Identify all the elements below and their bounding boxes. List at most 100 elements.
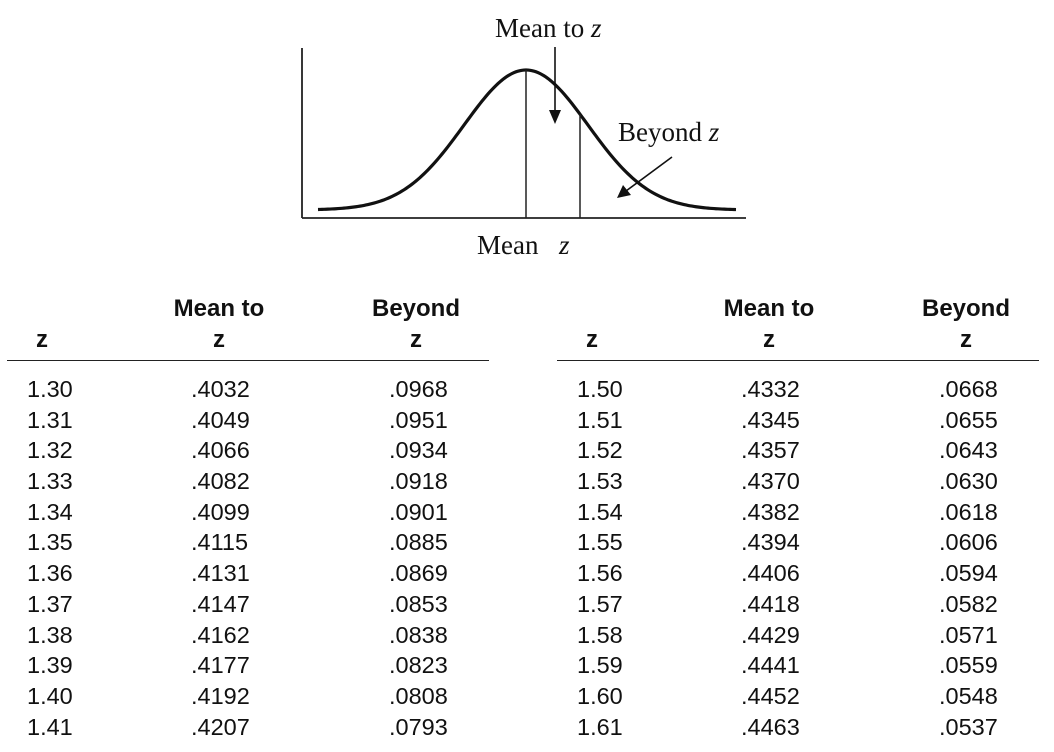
table-body: 1.30 .4032 .0968 1.31 .4049 .0951 1.32 .4066 .09…: [7, 361, 489, 742]
z-value: 1.37: [27, 590, 73, 617]
z-value: 1.50: [577, 376, 623, 402]
beyond-z-value: .0968: [389, 376, 448, 402]
beyond-z-value: .0951: [389, 406, 448, 433]
z-value: 1.41: [27, 713, 73, 740]
beyond-z-value: .0643: [939, 437, 998, 464]
table-body: 1.50 .4332 .0668 1.51 .4345 .0655 1.52 .4357 .06…: [557, 361, 1039, 742]
table-row: 1.38 .4162 .0838: [7, 620, 489, 651]
table-row: 1.51 .4345 .0655: [557, 405, 1039, 436]
beyond-z-value: .0630: [939, 468, 998, 495]
mean-to-z-value: .4082: [191, 468, 250, 495]
mean-to-z-value: .4406: [741, 560, 800, 587]
mean-to-z-value: .4452: [741, 682, 800, 709]
beyond-z-arrow: [625, 156, 673, 192]
mean-to-z-value: .4192: [191, 682, 250, 709]
z-value: 1.30: [27, 376, 73, 402]
table-row: 1.57 .4418 .0582: [557, 589, 1039, 620]
table-row: 1.35 .4115 .0885: [7, 527, 489, 558]
table-row: 1.39 .4177 .0823: [7, 650, 489, 681]
mean-to-z-value: .4332: [741, 376, 800, 402]
beyond-z-value: .0934: [389, 437, 448, 464]
column-header-z: z: [36, 326, 48, 353]
z-value: 1.32: [27, 437, 73, 464]
beyond-z-value: .0559: [939, 652, 998, 679]
table-row: 1.56 .4406 .0594: [557, 558, 1039, 589]
table-row: 1.37 .4147 .0853: [7, 589, 489, 620]
mean-to-z-value: .4049: [191, 406, 250, 433]
z-value: 1.40: [27, 682, 73, 709]
table-row: 1.33 .4082 .0918: [7, 466, 489, 497]
z-value: 1.31: [27, 406, 73, 433]
table-row: 1.58 .4429 .0571: [557, 620, 1039, 651]
mean-to-z-value: .4131: [191, 560, 250, 587]
beyond-z-value: .0823: [389, 652, 448, 679]
table-row: 1.30 .4032 .0968: [7, 374, 489, 405]
z-axis-label: z: [559, 230, 570, 260]
normal-curve: [317, 68, 737, 212]
z-value: 1.56: [577, 560, 623, 587]
mean-to-z-value: .4345: [741, 406, 800, 433]
beyond-z-value: .0918: [389, 468, 448, 495]
table-row: 1.41 .4207 .0793: [7, 712, 489, 743]
z-value: 1.38: [27, 621, 73, 648]
mean-to-z-value: .4162: [191, 621, 250, 648]
table-row: 1.59 .4441 .0559: [557, 650, 1039, 681]
mean-to-z-value: .4429: [741, 621, 800, 648]
table-row: 1.32 .4066 .0934: [7, 435, 489, 466]
table-row: 1.31 .4049 .0951: [7, 405, 489, 436]
beyond-z-value: .0606: [939, 529, 998, 556]
beyond-z-value: .0869: [389, 560, 448, 587]
beyond-z-value: .0655: [939, 406, 998, 433]
mean-to-z-label: Mean to z: [495, 13, 602, 43]
z-value: 1.35: [27, 529, 73, 556]
mean-to-z-value: .4207: [191, 713, 250, 740]
beyond-z-value: .0571: [939, 621, 998, 648]
table-row: 1.34 .4099 .0901: [7, 497, 489, 528]
mean-to-z-value: .4032: [191, 376, 250, 402]
table-row: 1.40 .4192 .0808: [7, 681, 489, 712]
z-value: 1.55: [577, 529, 623, 556]
z-value: 1.59: [577, 652, 623, 679]
beyond-z-value: .0901: [389, 498, 448, 525]
mean-axis-label: Mean: [477, 230, 539, 260]
column-header-beyond-z: Beyond z: [921, 295, 1010, 353]
z-value: 1.39: [27, 652, 73, 679]
mean-to-z-value: .4357: [741, 437, 800, 464]
mean-to-z-value: .4177: [191, 652, 250, 679]
mean-to-z-value: .4394: [741, 529, 800, 556]
mean-to-z-value: .4441: [741, 652, 800, 679]
column-header-mean-to-z: Mean to z: [723, 295, 815, 353]
z-value: 1.57: [577, 590, 623, 617]
z-value: 1.36: [27, 560, 73, 587]
beyond-z-arrowhead: [617, 185, 631, 198]
beyond-z-value: .0668: [939, 376, 998, 402]
z-value: 1.58: [577, 621, 623, 648]
table-row: 1.53 .4370 .0630: [557, 466, 1039, 497]
z-value: 1.33: [27, 468, 73, 495]
table-row: 1.52 .4357 .0643: [557, 435, 1039, 466]
table-row: 1.54 .4382 .0618: [557, 497, 1039, 528]
table-row: 1.61 .4463 .0537: [557, 712, 1039, 743]
mean-to-z-value: .4147: [191, 590, 250, 617]
beyond-z-value: .0618: [939, 498, 998, 525]
beyond-z-value: .0885: [389, 529, 448, 556]
z-table-right: z Mean to z Beyond z 1.50 .4332 .0668 1.51 .43…: [557, 290, 1039, 742]
table-row: 1.50 .4332 .0668: [557, 374, 1039, 405]
beyond-z-value: .0594: [939, 560, 998, 587]
table-row: 1.36 .4131 .0869: [7, 558, 489, 589]
column-header-z: z: [586, 326, 598, 353]
beyond-z-value: .0838: [389, 621, 448, 648]
table-row: 1.60 .4452 .0548: [557, 681, 1039, 712]
beyond-z-value: .0793: [389, 713, 448, 740]
beyond-z-label: Beyond z: [618, 117, 720, 147]
mean-to-z-value: .4066: [191, 437, 250, 464]
column-header-mean-to-z: Mean to z: [173, 295, 265, 353]
beyond-z-value: .0853: [389, 590, 448, 617]
mean-to-z-arrowhead: [549, 110, 561, 124]
z-value: 1.51: [577, 406, 623, 433]
z-table-left: z Mean to z Beyond z 1.30 .4032 .0968 1.31 .40…: [7, 290, 489, 742]
normal-curve-figure: [301, 47, 746, 219]
beyond-z-value: .0548: [939, 682, 998, 709]
mean-to-z-value: .4382: [741, 498, 800, 525]
mean-to-z-value: .4418: [741, 590, 800, 617]
